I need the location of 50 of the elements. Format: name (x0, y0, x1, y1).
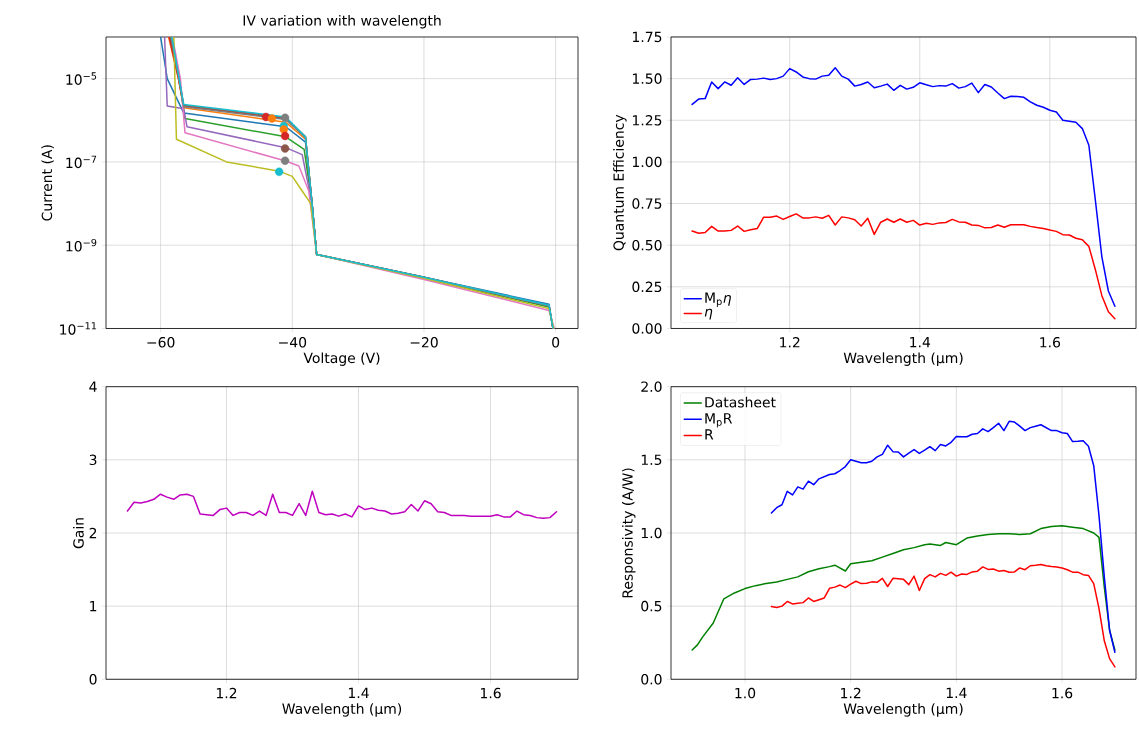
x-tick-label: −40 (279, 336, 307, 348)
y-tick-label: 3 (89, 454, 97, 466)
x-tick-label: −60 (147, 336, 175, 348)
x-tick-label: −20 (410, 336, 438, 348)
x-tick-label: 1.6 (1052, 687, 1073, 699)
legend-label: Datasheet (705, 396, 776, 408)
y-tick-label: 1.75 (632, 31, 662, 43)
y-tick-label: 10$^{−11}$ (60, 322, 97, 335)
y-tick-label: 0.5 (641, 600, 662, 612)
legend-label: M$_{p}$R (705, 413, 733, 428)
y-tick-label: 0.25 (632, 281, 662, 293)
x-tick-label: 1.0 (735, 687, 756, 699)
y-tick-label: 0.0 (641, 674, 662, 685)
x-tick-label: 0 (552, 336, 560, 348)
chart-title: IV variation with wavelength (243, 15, 441, 29)
y-tick-label: 1.25 (632, 114, 662, 126)
y-tick-label: 10$^{−7}$ (66, 155, 97, 169)
y-tick-label: 0 (89, 674, 97, 685)
y-tick-label: 0.50 (632, 239, 662, 251)
legend-label: R (705, 429, 714, 440)
y-tick-label: 2.0 (641, 381, 662, 392)
y-axis-title: Current (A) (41, 145, 54, 221)
y-axis-title: Gain (73, 518, 84, 549)
y-tick-label: 1.00 (632, 156, 662, 168)
y-tick-label: 0.75 (632, 198, 662, 209)
y-axis-title: Quantum Efficiency (613, 114, 627, 251)
y-tick-label: 1.50 (632, 73, 662, 84)
x-axis-title: Wavelength (μm) (843, 703, 963, 717)
x-tick-label: 1.2 (841, 687, 861, 699)
legend-label: M$_{p}$η (705, 292, 731, 307)
x-tick-label: 1.6 (1040, 336, 1061, 348)
y-tick-label: 4 (89, 381, 97, 392)
x-tick-label: 1.6 (480, 687, 501, 699)
x-axis-title: Wavelength (μm) (282, 703, 402, 717)
x-tick-label: 1.4 (946, 687, 967, 698)
y-tick-label: 1.0 (641, 527, 662, 539)
x-axis-title: Wavelength (μm) (843, 352, 963, 366)
y-axis-title: Responsivity (A/W) (621, 468, 636, 598)
x-tick-label: 1.4 (348, 687, 369, 698)
y-tick-label: 1 (90, 601, 97, 612)
y-tick-label: 2 (89, 527, 97, 539)
y-tick-label: 10$^{−9}$ (66, 238, 97, 252)
y-tick-label: 0.00 (632, 323, 662, 334)
x-tick-label: 1.4 (910, 337, 931, 348)
x-tick-label: 1.2 (780, 336, 800, 348)
x-tick-label: 1.2 (216, 687, 237, 699)
legend-label: η (704, 308, 713, 320)
x-axis-title: Voltage (V) (303, 352, 380, 366)
y-tick-label: 1.5 (641, 454, 662, 466)
y-tick-label: 10$^{−5}$ (66, 72, 97, 85)
